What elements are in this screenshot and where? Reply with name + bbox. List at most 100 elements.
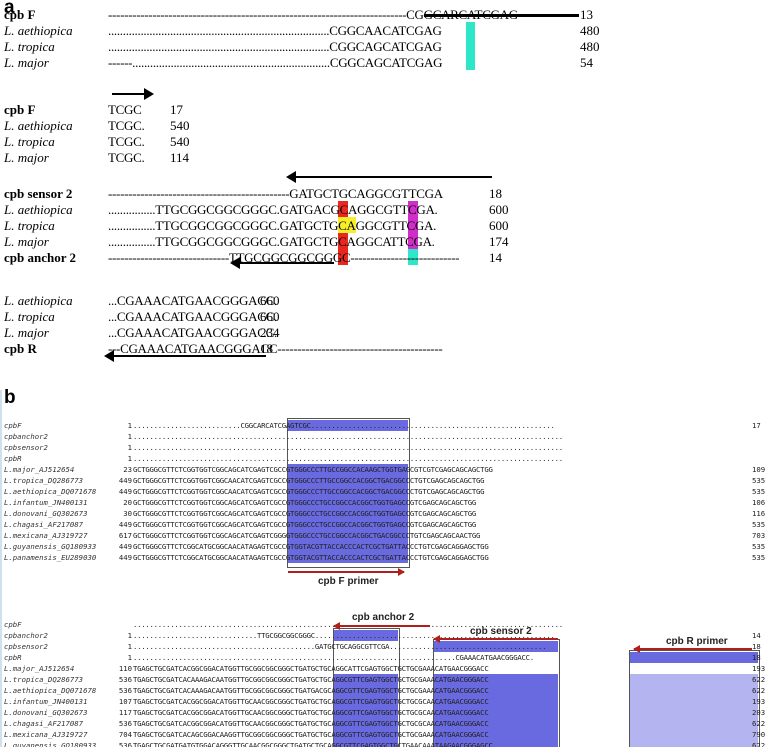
a-row-sequence: TCGC. xyxy=(108,118,145,133)
b-row-sequence: GCTGGGCGTTCTCGGTGGTCGGCAGCATCGAGTCGGGGTG… xyxy=(133,531,481,540)
sensor2-arrow xyxy=(286,171,492,183)
anchor2-conserved-block xyxy=(334,674,398,747)
a-row-sequence: ................TTGCGGCGGCGGGC.GATGACGCA… xyxy=(108,202,438,217)
b-row-start: 1 xyxy=(127,421,132,430)
a-row-sequence: TCGC xyxy=(108,102,142,117)
b-row-end: 203 xyxy=(752,708,766,717)
b-row-name: L.donovani_GQ302673 xyxy=(4,509,88,518)
snp-red-highlight xyxy=(338,249,348,265)
b-row-end: 14 xyxy=(752,631,761,640)
a-row-position: 17 xyxy=(170,102,183,117)
a-row-position: 480 xyxy=(580,23,600,38)
a-row-position: 114 xyxy=(170,150,190,165)
a-row-position: 540 xyxy=(170,118,190,133)
b-row-name: L.donovani_GQ302673 xyxy=(4,708,88,717)
b-row-name: cpbsensor2 xyxy=(4,443,48,452)
a-row-sequence: ----------------------------------------… xyxy=(108,186,443,201)
b-row-end: 535 xyxy=(752,476,766,485)
cpbf-primer-bar xyxy=(424,14,579,17)
b-row-sequence: ........................................… xyxy=(133,454,563,463)
a-row-sequence: TCGC. xyxy=(108,134,145,149)
b-row-sequence: GCTGGGCGTTCTCGGTGGTCGGCAACATCGAGTCGCCGTG… xyxy=(133,487,485,496)
b-row-name: L.aethiopica_DQ071678 xyxy=(4,487,97,496)
b-row-start: 1 xyxy=(127,631,132,640)
b-row-start: 107 xyxy=(118,697,132,706)
a-row-name: L. tropica xyxy=(4,39,55,54)
a-row-sequence: ------------------------------TTGCGGCGGC… xyxy=(108,250,460,265)
b-row-start: 1 xyxy=(127,432,132,441)
cpbr-arrow xyxy=(104,350,266,362)
a-row-name: L. major xyxy=(4,55,49,70)
b-row-name: L.tropica_DQ286773 xyxy=(4,675,84,684)
b-row-name: L.guyanensis_GQ180933 xyxy=(4,542,97,551)
b-row-name: L.mexicana_AJ319727 xyxy=(4,730,88,739)
b-row-end: 622 xyxy=(752,675,766,684)
b-row-start: 1 xyxy=(127,642,132,651)
cpbf-primer-arrow xyxy=(288,568,405,576)
b-row-name: cpbF xyxy=(4,421,22,430)
b-row-sequence: ........................................… xyxy=(133,432,563,441)
b-row-name: L.infantum_JN400131 xyxy=(4,498,88,507)
a-row-name: L. aethiopica xyxy=(4,293,73,308)
a-row-sequence: ...CGAAACATGAACGGGACC. xyxy=(108,309,277,324)
a-row-sequence: ........................................… xyxy=(108,39,442,54)
b-row-name: L.chagasi_AF217087 xyxy=(4,520,84,529)
snp-red-highlight xyxy=(338,201,348,217)
cpbf-region-box xyxy=(287,418,410,568)
b-row-end: 703 xyxy=(752,531,766,540)
b-row-end: 622 xyxy=(752,719,766,728)
b-row-end: 790 xyxy=(752,730,766,739)
a-row-name: L. aethiopica xyxy=(4,23,73,38)
b-row-end: 18 xyxy=(752,653,761,662)
a-row-sequence: ------..................................… xyxy=(108,55,443,70)
b-row-name: L.infantum_JN400131 xyxy=(4,697,88,706)
b-row-start: 23 xyxy=(123,465,132,474)
cpbr-conserved-block xyxy=(630,674,758,747)
panel-a-letter: a xyxy=(4,0,15,18)
a-row-name: L. tropica xyxy=(4,309,55,324)
cpbr-block xyxy=(630,652,758,663)
b-row-start: 20 xyxy=(123,498,132,507)
b-row-sequence: ........................................… xyxy=(133,619,563,630)
b-row-start: 1 xyxy=(127,443,132,452)
b-row-start: 536 xyxy=(118,741,132,747)
anchor2-region-box xyxy=(333,628,400,747)
b-row-end: 17 xyxy=(752,421,761,430)
b-row-name: L.tropica_DQ286773 xyxy=(4,476,84,485)
b-row-end: 622 xyxy=(752,686,766,695)
b-row-name: L.major_AJ512654 xyxy=(4,465,75,474)
b-row-start: 536 xyxy=(118,719,132,728)
a-row-sequence: ----------------------------------------… xyxy=(108,7,518,22)
b-row-name: cpbR xyxy=(4,454,22,463)
sensor2-conserved-block xyxy=(434,674,558,747)
b-row-start: 30 xyxy=(123,509,132,518)
b-row-name: cpbanchor2 xyxy=(4,631,48,640)
b-row-name: cpbF xyxy=(4,620,22,629)
b-row-start: 449 xyxy=(118,520,132,529)
b-row-sequence: TGAGCTGCGATGATGTGGACAGGGTTGCAACGGCGGGCTG… xyxy=(133,741,493,747)
cpbf-conserved-block xyxy=(288,464,408,563)
b-row-sequence: TGAGCTGCGATCACGGCGGACATGGTTGCAACGGCGGGCT… xyxy=(133,719,489,728)
a-row-position: 660 xyxy=(260,309,280,324)
b-row-sequence: ..............................TTGCGGCGGC… xyxy=(133,631,555,640)
b-row-sequence: ..........................CGGCARCATCGAGT… xyxy=(133,421,555,430)
b-row-sequence: GCTGGGCGTTCTCGGTGGTCGGCAGCATCGAGTCGCCGTG… xyxy=(133,465,493,474)
sensor2-label: cpb sensor 2 xyxy=(470,626,532,637)
a-row-name: cpb anchor 2 xyxy=(4,250,76,265)
b-row-sequence: GCTGGGCGTTCTCGGTGGTCGGCAGCATCGAGTCGCCGTG… xyxy=(133,509,477,518)
b-row-start: 110 xyxy=(118,664,132,673)
b-row-end: 106 xyxy=(752,498,766,507)
sensor2-arrow-b xyxy=(433,635,558,643)
cpbf-primer-label: cpb F primer xyxy=(318,576,379,587)
b-row-sequence: GCTGGGCGTTCTCGGCATGCGGCAACATAGAGTCGCCGTG… xyxy=(133,553,489,562)
a-row-name: cpb F xyxy=(4,7,36,22)
b-row-name: L.mexicana_AJ319727 xyxy=(4,531,88,540)
b-row-sequence: ........................................… xyxy=(133,443,563,452)
a-row-name: L. aethiopica xyxy=(4,202,73,217)
b-row-start: 117 xyxy=(118,708,132,717)
b-row-name: L.aethiopica_DQ071678 xyxy=(4,686,97,695)
b-row-name: L.chagasi_AF217087 xyxy=(4,719,84,728)
b-row-start: 449 xyxy=(118,476,132,485)
b-row-end: 193 xyxy=(752,697,766,706)
